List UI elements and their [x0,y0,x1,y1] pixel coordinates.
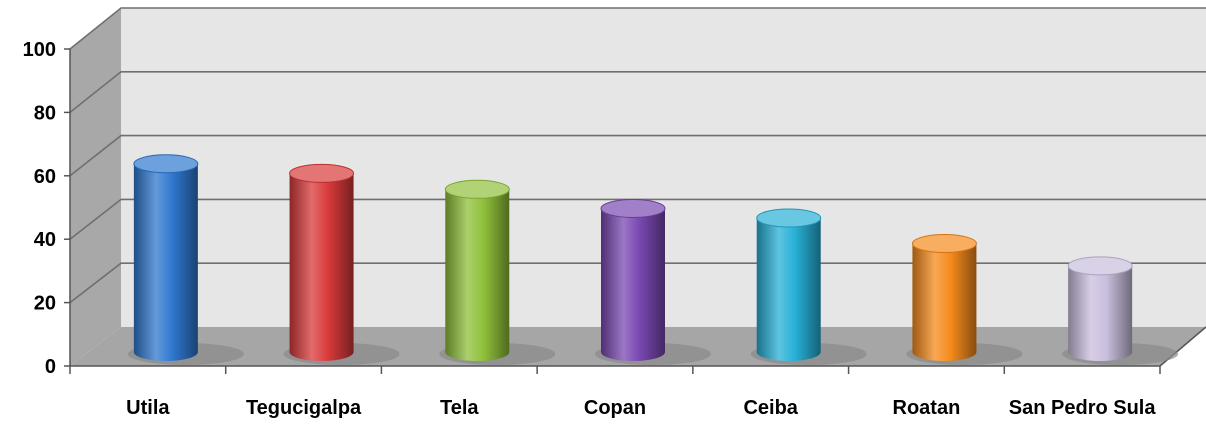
x-tick-label: San Pedro Sula [1009,397,1157,419]
bar-top [756,208,822,228]
side-wall [70,8,121,366]
bar-body [1068,265,1133,361]
bar-body [912,243,977,361]
y-tick-label: 60 [34,166,56,188]
bar-top [600,198,666,218]
bar-utila [127,154,244,365]
bar-top [444,179,510,199]
grid-line [69,134,1206,177]
x-tick-label: Tegucigalpa [246,397,362,419]
bar-top [133,154,199,174]
bar-ceiba [750,208,867,365]
y-tick-label: 0 [45,356,56,378]
grid-line [69,262,1206,304]
axes [64,48,1206,374]
y-tick-label: 100 [23,39,56,61]
y-tick-label: 20 [34,293,56,315]
x-tick-label: Roatan [893,397,961,419]
bar-top [289,163,355,183]
bar-body [756,218,821,361]
bar-body [133,163,198,361]
x-tick-label: Copan [584,397,646,419]
y-tick-label: 40 [34,229,56,251]
bar-tegucigalpa [283,163,400,365]
bar-tela [439,179,556,365]
bar-copan [595,198,711,365]
bar-san-pedro-sula [1062,256,1179,365]
y-tick-labels: 0 20 40 60 80 100 [23,39,56,378]
x-tick-labels: Utila Tegucigalpa Tela Copan Ceiba Roatan San … [126,397,1156,419]
x-tick-label: Utila [126,397,170,419]
bar-body [289,173,354,361]
x-tick-label: Tela [440,397,479,419]
bars [127,154,1179,365]
grid-line [69,198,1206,240]
bar-top [1067,256,1133,276]
x-tick-label: Ceiba [743,397,798,419]
bar-body [445,189,510,361]
grid-lines [69,7,1206,304]
bar-roatan [906,234,1023,365]
grid-line [69,7,1206,50]
bar-top [911,234,977,254]
y-tick-label: 80 [34,102,56,124]
bar-body [601,208,665,361]
grid-line [69,71,1206,114]
